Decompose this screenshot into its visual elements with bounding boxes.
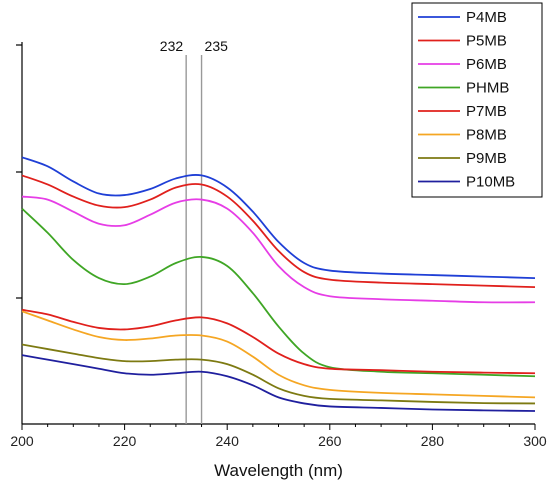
x-tick-label: 200	[10, 433, 34, 449]
x-axis-title: Wavelength (nm)	[214, 461, 343, 480]
series-line-p8mb	[21, 310, 536, 399]
x-tick-label: 300	[523, 433, 547, 449]
series-line-p10mb	[21, 354, 536, 412]
axes: 200 220 240 260 280 300 Wavelength (nm)	[10, 42, 547, 480]
x-tick-label: 280	[421, 433, 445, 449]
series-line-p9mb	[21, 343, 536, 405]
series-line-p4mb	[21, 156, 536, 279]
reference-label-235: 235	[205, 38, 229, 54]
legend-label-p7mb: P7MB	[466, 103, 507, 120]
annotations: 232 235	[160, 38, 228, 424]
series-line-p7mb	[21, 308, 536, 375]
legend-box	[411, 2, 543, 198]
series-line-p6mb	[21, 195, 536, 304]
legend-label-p10mb: P10MB	[466, 174, 515, 191]
x-tick-label: 260	[318, 433, 342, 449]
legend: P4MB P5MB P6MB PHMB P7MB P8MB P9MB P10MB	[411, 2, 543, 198]
legend-label-p9mb: P9MB	[466, 150, 507, 167]
legend-label-p4mb: P4MB	[466, 9, 507, 26]
legend-label-p5mb: P5MB	[466, 33, 507, 50]
reference-label-232: 232	[160, 38, 184, 54]
legend-label-p8mb: P8MB	[466, 127, 507, 144]
legend-label-p6mb: P6MB	[466, 56, 507, 73]
series-lines	[21, 156, 536, 412]
legend-label-phmb: PHMB	[466, 80, 509, 97]
x-tick-label: 220	[113, 433, 137, 449]
series-line-p5mb	[21, 174, 536, 289]
series-line-phmb	[21, 207, 536, 378]
x-tick-label: 240	[216, 433, 240, 449]
